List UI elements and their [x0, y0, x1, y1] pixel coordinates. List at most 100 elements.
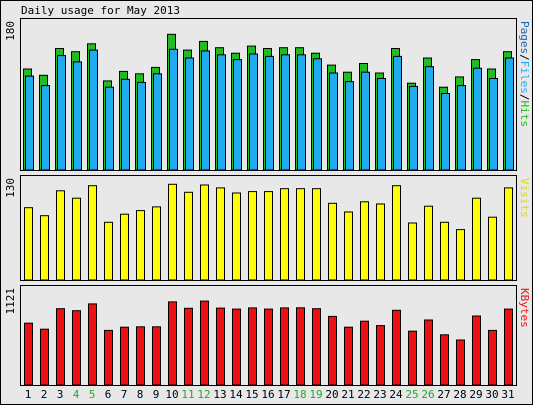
x-tick-label-7: 7	[121, 388, 128, 401]
bar-kbytes-25	[408, 330, 417, 386]
bar-kbytes-24	[392, 309, 401, 386]
bar-visits-31	[504, 187, 513, 281]
x-tick-label-1: 1	[25, 388, 32, 401]
ylabel-part: Files	[518, 61, 531, 94]
bar-visits-2	[40, 215, 49, 281]
bar-files-27	[441, 93, 450, 171]
bar-visits-29	[472, 197, 481, 281]
bar-kbytes-30	[488, 329, 497, 386]
bar-files-6	[105, 86, 114, 171]
bar-files-19	[313, 58, 322, 171]
bar-kbytes-11	[184, 307, 193, 386]
x-tick-label-12: 12	[197, 388, 210, 401]
x-tick-label-21: 21	[341, 388, 354, 401]
bar-kbytes-4	[72, 310, 81, 386]
bar-kbytes-21	[344, 326, 353, 386]
bar-kbytes-14	[232, 308, 241, 386]
bar-kbytes-2	[40, 328, 49, 386]
bar-visits-16	[264, 191, 273, 281]
x-tick-label-10: 10	[165, 388, 178, 401]
bar-files-3	[57, 55, 66, 171]
bar-visits-23	[376, 203, 385, 281]
bar-visits-1	[24, 207, 33, 281]
bar-files-25	[409, 85, 418, 171]
bar-kbytes-13	[216, 307, 225, 386]
bar-files-29	[473, 67, 482, 171]
bar-kbytes-12	[200, 300, 209, 386]
bar-kbytes-5	[88, 303, 97, 386]
bar-files-21	[345, 81, 354, 171]
x-tick-label-5: 5	[89, 388, 96, 401]
bar-files-24	[393, 55, 402, 171]
bar-files-23	[377, 78, 386, 171]
bar-files-22	[361, 71, 370, 171]
bar-files-5	[89, 49, 98, 171]
bar-files-28	[457, 85, 466, 171]
x-tick-label-28: 28	[453, 388, 466, 401]
x-tick-label-22: 22	[357, 388, 370, 401]
bar-visits-26	[424, 205, 433, 281]
bar-visits-8	[136, 210, 145, 281]
bar-visits-20	[328, 202, 337, 281]
x-tick-label-2: 2	[41, 388, 48, 401]
x-tick-label-30: 30	[485, 388, 498, 401]
bar-files-1	[25, 75, 34, 171]
bar-kbytes-27	[440, 334, 449, 386]
x-tick-label-3: 3	[57, 388, 64, 401]
panel-kbytes-ymax-label: 1121	[4, 288, 17, 315]
bar-visits-28	[456, 229, 465, 281]
bar-files-8	[137, 81, 146, 171]
ylabel-part: Pages	[518, 21, 531, 54]
panel-visits-ylabel: Visits	[518, 178, 531, 218]
bar-visits-19	[312, 188, 321, 281]
x-tick-label-24: 24	[389, 388, 403, 401]
bar-kbytes-9	[152, 326, 161, 386]
bar-visits-12	[200, 184, 209, 281]
ylabel-part: /	[518, 94, 531, 101]
bar-kbytes-6	[104, 329, 113, 386]
bar-files-30	[489, 78, 498, 171]
bar-files-18	[297, 54, 306, 171]
bar-files-31	[505, 57, 514, 171]
x-tick-label-19: 19	[309, 388, 322, 401]
x-tick-label-23: 23	[373, 388, 386, 401]
bar-kbytes-31	[504, 308, 513, 386]
bar-visits-14	[232, 192, 241, 281]
bar-files-4	[73, 61, 82, 171]
bar-visits-11	[184, 191, 193, 281]
bar-files-20	[329, 72, 338, 171]
bar-visits-24	[392, 185, 401, 281]
x-tick-label-15: 15	[245, 388, 258, 401]
x-tick-label-6: 6	[105, 388, 112, 401]
x-tick-label-29: 29	[469, 388, 482, 401]
bar-files-10	[169, 48, 178, 171]
x-tick-label-18: 18	[293, 388, 306, 401]
bar-kbytes-1	[24, 322, 33, 386]
panel-kbytes-ylabel: KBytes	[518, 288, 531, 328]
bar-files-13	[217, 54, 226, 171]
x-tick-label-17: 17	[277, 388, 290, 401]
x-tick-label-8: 8	[137, 388, 144, 401]
bar-kbytes-15	[248, 307, 257, 386]
bar-kbytes-22	[360, 320, 369, 386]
ylabel-part: Hits	[518, 101, 531, 128]
bar-kbytes-16	[264, 308, 273, 386]
bar-files-2	[41, 85, 50, 171]
bar-visits-21	[344, 211, 353, 281]
bar-visits-25	[408, 222, 417, 281]
x-tick-label-16: 16	[261, 388, 274, 401]
bar-kbytes-7	[120, 326, 129, 386]
bar-visits-3	[56, 190, 65, 281]
bar-kbytes-10	[168, 301, 177, 386]
ylabel-part: /	[518, 54, 531, 61]
bar-files-9	[153, 73, 162, 171]
panel-visits-ymax-label: 130	[4, 178, 17, 198]
ylabel-part: Visits	[518, 178, 531, 218]
x-tick-label-25: 25	[405, 388, 418, 401]
x-tick-label-9: 9	[153, 388, 160, 401]
bar-files-26	[425, 66, 434, 171]
bar-visits-27	[440, 221, 449, 281]
x-tick-label-4: 4	[73, 388, 80, 401]
bar-kbytes-29	[472, 315, 481, 386]
